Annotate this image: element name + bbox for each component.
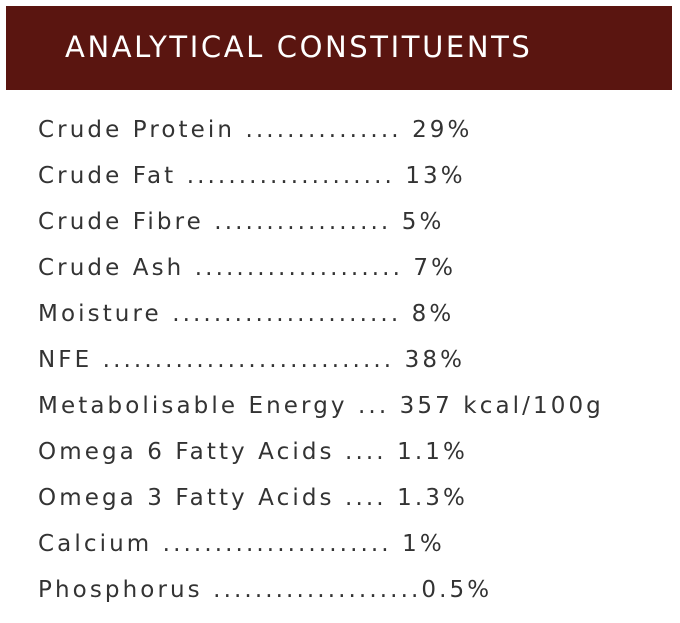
- constituent-row: Omega 6 Fatty Acids .... 1.1%: [38, 439, 468, 465]
- constituent-row: Moisture ...................... 8%: [38, 301, 455, 327]
- constituent-row: Crude Fat .................... 13%: [38, 163, 466, 189]
- constituent-row: NFE ............................ 38%: [38, 347, 466, 373]
- constituent-row: Calcium ...................... 1%: [38, 531, 445, 557]
- constituent-row: Crude Ash .................... 7%: [38, 255, 457, 281]
- constituent-row: Omega 3 Fatty Acids .... 1.3%: [38, 485, 468, 511]
- constituent-row: Metabolisable Energy ... 357 kcal/100g: [38, 393, 604, 419]
- header-band: ANALYTICAL CONSTITUENTS: [6, 6, 672, 90]
- header-title: ANALYTICAL CONSTITUENTS: [65, 30, 533, 64]
- constituent-row: Phosphorus ....................0.5%: [38, 577, 493, 603]
- constituent-row: Crude Fibre ................. 5%: [38, 209, 445, 235]
- constituent-row: Crude Protein ............... 29%: [38, 117, 473, 143]
- constituent-list: Crude Protein ............... 29% Crude …: [38, 114, 604, 620]
